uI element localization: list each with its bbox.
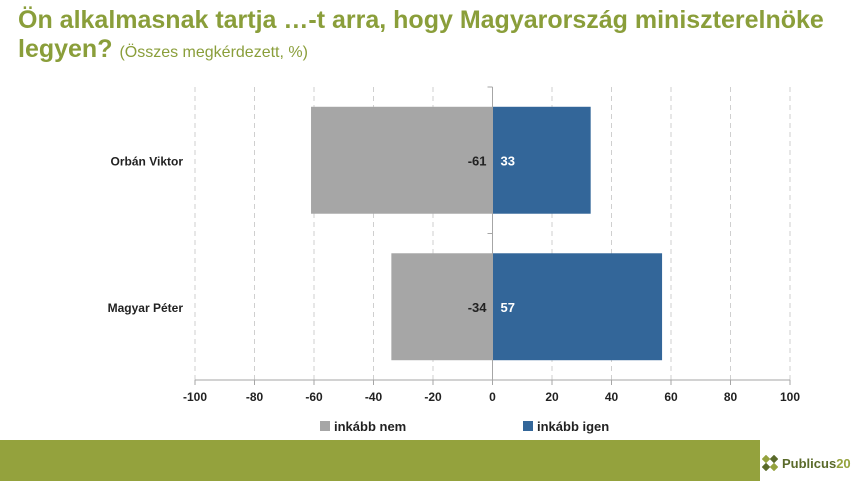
publicus-logo: Publicus 20: [761, 446, 852, 480]
logo-mark-icon: [761, 454, 779, 472]
legend-inkabb-igen-swatch: [523, 421, 533, 431]
x-tick-label: 0: [489, 390, 496, 404]
x-tick-label: -100: [183, 390, 207, 404]
bar-inkabb-nem: [311, 106, 493, 214]
bar-inkabb-igen: [492, 106, 591, 214]
chart-title-main: Ön alkalmasnak tartja …-t arra, hogy Mag…: [18, 6, 824, 63]
x-tick-label: -20: [424, 390, 442, 404]
chart-subtitle: (Összes megkérdezett, %): [119, 44, 308, 61]
x-tick-label: -60: [305, 390, 323, 404]
legend-inkabb-igen-label: inkább igen: [537, 419, 609, 434]
legend-inkabb-nem-swatch: [320, 421, 330, 431]
x-tick-label: 60: [664, 390, 678, 404]
logo-number: 20: [836, 455, 851, 471]
x-tick-label: 80: [724, 390, 738, 404]
data-label: -34: [468, 300, 488, 315]
x-tick-label: 20: [545, 390, 559, 404]
footer-bar: [0, 440, 760, 481]
chart-title: Ön alkalmasnak tartja …-t arra, hogy Mag…: [18, 6, 848, 67]
category-label: Orbán Viktor: [111, 154, 184, 168]
legend-inkabb-nem-label: inkább nem: [334, 419, 406, 434]
bar-inkabb-nem: [391, 253, 493, 361]
data-label: 57: [501, 300, 515, 315]
logo-text: Publicus: [782, 455, 837, 471]
data-label: 33: [501, 153, 515, 168]
data-label: -61: [468, 153, 487, 168]
x-tick-label: -80: [246, 390, 264, 404]
x-tick-label: 100: [780, 390, 800, 404]
x-tick-label: 40: [605, 390, 619, 404]
x-tick-label: -40: [365, 390, 383, 404]
category-label: Magyar Péter: [108, 301, 184, 315]
chart: -61 33 Orbán Viktor -34 57 Magyar Péter -100 -8…: [108, 86, 800, 434]
bar-inkabb-igen: [492, 253, 663, 361]
